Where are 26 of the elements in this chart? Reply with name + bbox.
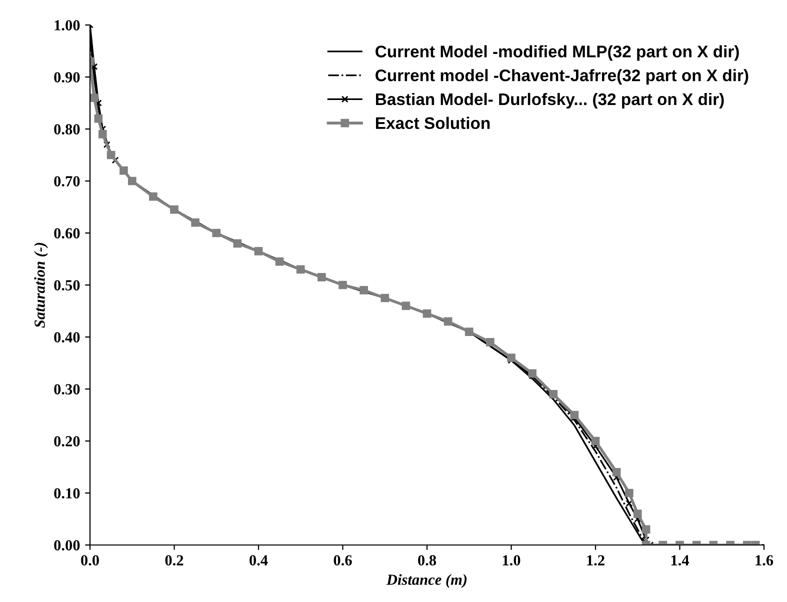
y-tick-label: 0.70: [54, 176, 80, 187]
legend-label: Bastian Model- Durlofsky... (32 part on X dir): [376, 92, 724, 108]
y-tick-label: 0.20: [54, 436, 80, 447]
y-tick-label: 0.90: [54, 72, 80, 83]
y-tick-label: 0.80: [54, 124, 80, 135]
y-tick-label: 0.30: [54, 384, 80, 395]
y-tick-label: 1.00: [54, 20, 80, 31]
x-tick-label: 0.6: [334, 555, 352, 566]
x-tick-label: 1.4: [671, 555, 690, 566]
x-tick-label: 0.0: [81, 555, 99, 566]
y-tick-label: 0.50: [54, 280, 80, 291]
x-tick-label: 1.0: [502, 555, 520, 566]
x-tick-label: 0.4: [250, 555, 268, 566]
legend-label: Current Model -modified MLP(32 part on X dir): [376, 45, 739, 61]
x-tick-label: 1.2: [587, 555, 604, 566]
x-axis-title: Distance (m): [386, 574, 467, 588]
y-tick-label: 0.40: [54, 332, 80, 343]
legend-label: Current model -Chavent-Jafrre(32 part on X dir): [376, 69, 748, 85]
x-tick-label: 1.6: [756, 555, 774, 566]
y-axis-title: Saturation (-): [34, 242, 48, 328]
legend-label: Exact Solution: [376, 116, 490, 130]
x-tick-label: 0.2: [165, 555, 184, 566]
y-tick-label: 0.60: [54, 228, 80, 239]
y-tick-label: 0.00: [54, 540, 80, 551]
x-tick-label: 0.8: [418, 555, 436, 566]
y-tick-label: 0.10: [54, 488, 80, 499]
